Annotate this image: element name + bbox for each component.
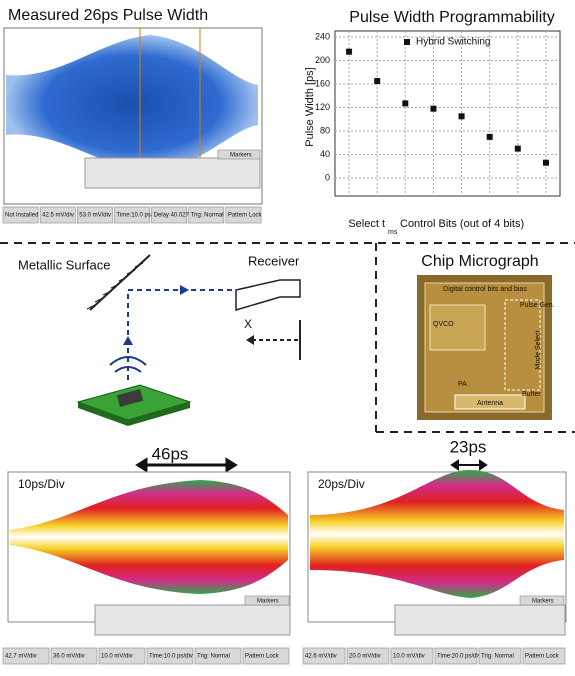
panel-title: Chip Micrograph [421,253,538,270]
point [346,49,352,55]
y-tick-label: 0 [325,172,330,182]
receiver-label: Receiver [248,253,300,268]
scope-button-label: Not Installed [5,213,38,219]
width-arrow [452,461,486,469]
surface-label: Metallic Surface [18,257,110,272]
width-label: 46ps [152,444,189,463]
chip-label: QVCO [433,321,454,328]
chip-label: Digital control bits and bias [443,286,527,293]
x-axis-label: Control Bits (out of 4 bits) [400,218,524,230]
scope-button-label: Trig: Normal [197,654,230,660]
chip-label: Buffer [522,391,541,398]
marker-readout [395,605,565,635]
receiver-horn [236,280,300,310]
scope-button-label: 53.0 mV/div [79,213,111,219]
scope-button-label: 42.6 mV/div [305,654,337,660]
width-label: 23ps [450,437,487,456]
point [430,106,436,112]
panel-title: Measured 26ps Pulse Width [8,7,208,24]
figure: Measured 26ps Pulse Width Markers Not In… [0,0,575,671]
point [374,78,380,84]
y-tick-label: 200 [315,55,330,65]
chip-label: Pulse Gen. [520,302,555,309]
scope-button-label: Time:20.0 ps/div [437,654,481,660]
marker-readout [85,158,260,188]
scale-label: 20ps/Div [318,477,365,491]
point [515,146,521,152]
chip-label: Antenna [477,400,503,407]
scatter-chart: 0 40 80 120 160 200 240 Hybrid Switching [315,31,560,196]
markers-label: Markers [532,599,554,605]
x-axis-label: Select t [348,218,385,230]
y-tick-label: 240 [315,31,330,41]
point [402,100,408,106]
legend-label: Hybrid Switching [416,37,490,48]
y-tick-label: 80 [320,125,330,135]
arrow-head [246,335,254,345]
scope-button-label: 36.0 mV/div [53,654,85,660]
x-axis-label-subscript: ms [388,229,398,236]
scope-button-label: Pattern Lock [245,654,280,660]
y-tick-label: 120 [315,102,330,112]
point [487,134,493,140]
markers-label: Markers [230,153,252,159]
y-tick-label: 40 [320,149,330,159]
scope-button-label: 42.5 mV/div [42,213,74,219]
point [459,113,465,119]
scope-button-label: Pattern Lock [228,213,263,219]
chip-label: PA [458,381,467,388]
scope-button-label: 20.0 mV/div [349,654,381,660]
button-bar: 42.7 mV/div 36.0 mV/div 10.0 mV/div Time:10… [3,648,289,664]
scope-button-label: 10.0 mV/div [393,654,425,660]
scope-button-label: Pattern Lock [525,654,560,660]
scope-button-label: 10.0 mV/div [101,654,133,660]
marker-readout [95,605,290,635]
scope-button-label: Trig: Normal [191,213,224,219]
button-bar: 42.6 mV/div 20.0 mV/div 10.0 mV/div Time:20… [303,648,565,664]
scope-button-label: 42.7 mV/div [5,654,37,660]
markers-label: Markers [257,599,279,605]
beam-path [128,290,235,380]
scope-button-label: Time:10.0 ps/div [149,654,193,660]
scale-label: 10ps/Div [18,477,65,491]
plot-frame [335,31,560,196]
scope-button-label: Trig: Normal [481,654,514,660]
y-tick-label: 160 [315,78,330,88]
x-label: X [244,317,252,331]
point [543,160,549,166]
chip-label: Mode Select [535,330,542,369]
legend-swatch [404,39,410,45]
chart-title: Pulse Width Programmability [349,9,554,26]
arrow-head [123,285,189,345]
